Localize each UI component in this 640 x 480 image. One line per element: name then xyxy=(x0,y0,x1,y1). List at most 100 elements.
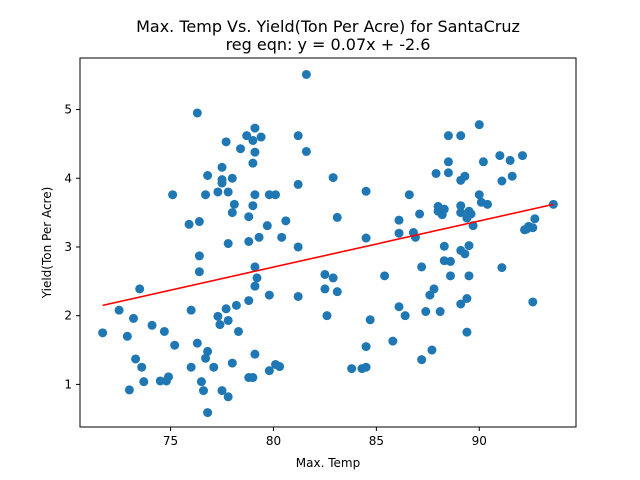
data-point xyxy=(281,216,291,226)
chart-subtitle: reg eqn: y = 0.07x + -2.6 xyxy=(226,35,431,54)
data-point xyxy=(435,307,445,317)
data-point xyxy=(209,362,219,372)
data-point xyxy=(478,157,488,167)
data-point xyxy=(483,199,493,209)
data-point xyxy=(361,186,371,196)
data-point xyxy=(233,326,243,336)
data-point xyxy=(155,376,165,386)
data-point xyxy=(507,171,517,181)
data-point xyxy=(293,131,303,141)
data-point xyxy=(495,151,505,161)
data-point xyxy=(460,249,470,259)
data-point xyxy=(194,267,204,277)
y-tick-label: 3 xyxy=(64,240,72,254)
data-point xyxy=(271,190,281,200)
y-tick-label: 1 xyxy=(64,377,72,391)
data-point xyxy=(277,232,287,242)
data-point xyxy=(223,187,233,197)
data-point xyxy=(320,284,330,294)
data-point xyxy=(328,273,338,283)
data-point xyxy=(192,108,202,118)
data-point xyxy=(252,273,262,283)
data-point xyxy=(460,171,470,181)
data-point xyxy=(394,302,404,312)
data-point xyxy=(203,346,213,356)
regression-line-group xyxy=(102,203,554,307)
data-point xyxy=(361,233,371,243)
x-tick-label: 80 xyxy=(266,434,281,448)
data-point xyxy=(203,171,213,181)
data-point xyxy=(404,190,414,200)
data-point xyxy=(201,190,211,200)
data-point xyxy=(332,287,342,297)
data-point xyxy=(250,147,260,157)
data-point xyxy=(445,256,455,266)
data-point xyxy=(213,187,223,197)
data-point xyxy=(194,217,204,227)
data-point xyxy=(528,297,538,307)
y-tick-label: 2 xyxy=(64,309,72,323)
data-point xyxy=(250,281,260,291)
data-point xyxy=(194,251,204,261)
data-point xyxy=(415,209,425,219)
data-point xyxy=(394,215,404,225)
data-point xyxy=(347,364,357,374)
data-point xyxy=(429,284,439,294)
data-point xyxy=(196,377,206,387)
data-point xyxy=(223,239,233,249)
data-point xyxy=(301,69,311,79)
data-point xyxy=(530,214,540,224)
data-point xyxy=(198,386,208,396)
data-point xyxy=(186,362,196,372)
data-point xyxy=(464,241,474,251)
data-point xyxy=(394,228,404,238)
data-point xyxy=(293,242,303,252)
data-point xyxy=(217,162,227,172)
data-point xyxy=(456,299,466,309)
data-point xyxy=(462,327,472,337)
data-point xyxy=(124,385,134,395)
data-point xyxy=(163,372,173,382)
data-point xyxy=(380,271,390,281)
data-point xyxy=(417,355,427,365)
data-point xyxy=(427,345,437,355)
data-point xyxy=(439,241,449,251)
data-point xyxy=(213,311,223,321)
data-point xyxy=(221,137,231,147)
data-point xyxy=(184,219,194,229)
data-point xyxy=(250,262,260,272)
data-point xyxy=(135,284,145,294)
data-point xyxy=(242,131,252,141)
data-point xyxy=(229,199,239,209)
data-point xyxy=(528,223,538,233)
data-point xyxy=(221,304,231,314)
data-point xyxy=(236,144,246,154)
data-point xyxy=(445,271,455,281)
data-point xyxy=(474,120,484,130)
data-point xyxy=(264,290,274,300)
data-point xyxy=(201,353,211,363)
data-point xyxy=(517,151,527,161)
data-point xyxy=(332,212,342,222)
data-point xyxy=(203,408,213,418)
data-point xyxy=(248,135,258,145)
data-point xyxy=(122,331,132,341)
data-point xyxy=(248,201,258,211)
data-point xyxy=(250,190,260,200)
regression-line xyxy=(102,203,554,307)
data-point xyxy=(227,173,237,183)
x-tick-label: 75 xyxy=(163,434,178,448)
data-point xyxy=(293,179,303,189)
data-point xyxy=(474,190,484,200)
data-point xyxy=(131,354,141,364)
data-point xyxy=(114,305,124,315)
y-axis-label: Yield(Ton Per Acre) xyxy=(40,187,54,300)
chart-title: Max. Temp Vs. Yield(Ton Per Acre) for Sa… xyxy=(136,17,520,36)
data-point xyxy=(139,377,149,387)
data-point xyxy=(227,358,237,368)
x-tick-label: 90 xyxy=(472,434,487,448)
data-point xyxy=(186,305,196,315)
data-point xyxy=(497,263,507,273)
data-point xyxy=(322,311,332,321)
data-point xyxy=(231,300,241,310)
